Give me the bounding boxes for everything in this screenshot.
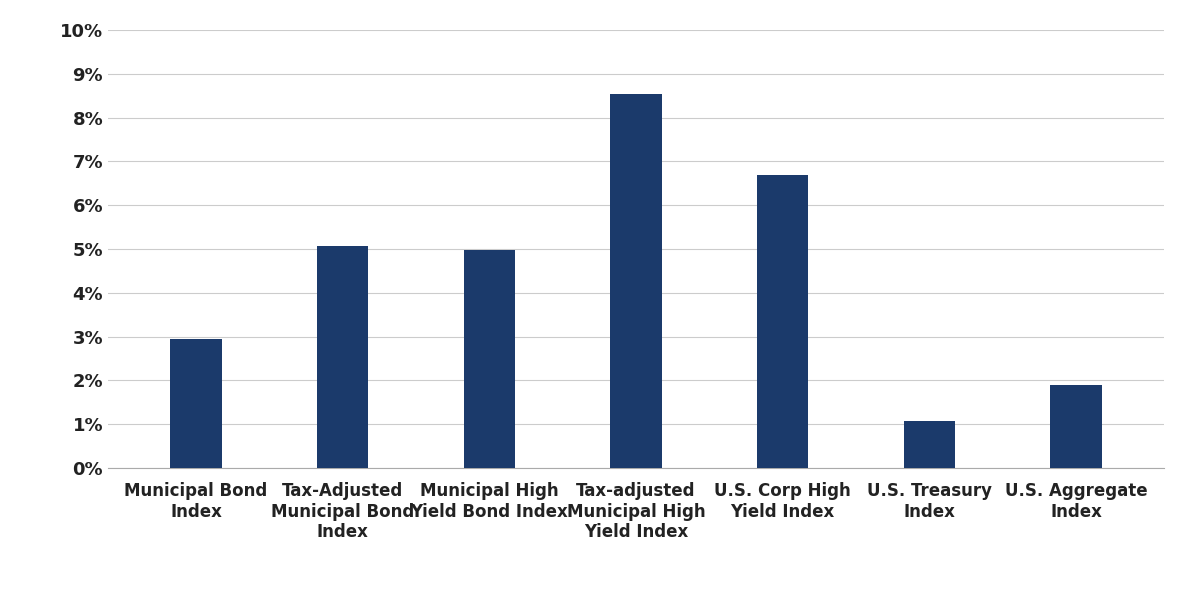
Bar [170,339,222,468]
Bar [757,175,809,468]
Bar [611,94,661,468]
Bar [463,250,515,468]
Bar [317,246,368,468]
Bar [1050,385,1102,468]
Bar [904,421,955,468]
